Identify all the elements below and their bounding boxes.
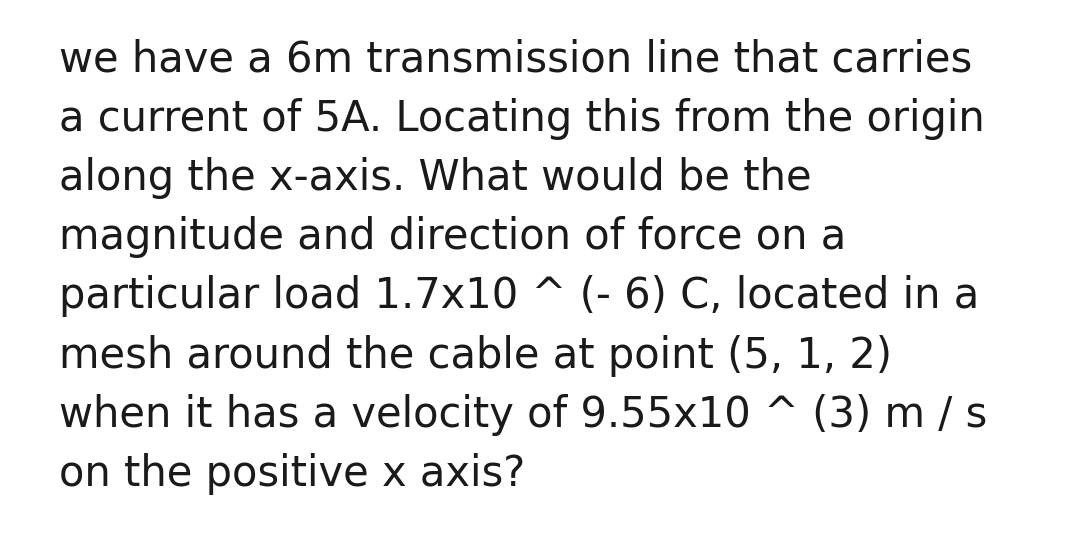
Text: we have a 6m transmission line that carries
a current of 5A. Locating this from : we have a 6m transmission line that carr… (59, 39, 987, 495)
